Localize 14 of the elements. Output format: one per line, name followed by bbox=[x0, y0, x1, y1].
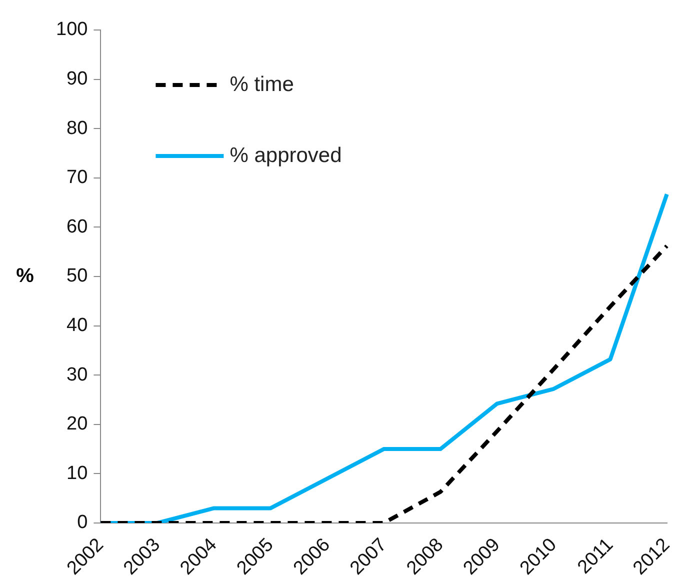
y-tick-label: 30 bbox=[66, 364, 88, 386]
y-tick-label: 60 bbox=[66, 216, 88, 238]
y-axis-title: % bbox=[16, 265, 34, 288]
y-tick-label: 0 bbox=[77, 512, 88, 534]
legend-label: % approved bbox=[230, 144, 342, 167]
y-tick-label: 100 bbox=[56, 19, 88, 40]
y-tick-label: 40 bbox=[66, 315, 88, 336]
y-tick-label: 90 bbox=[66, 68, 88, 90]
y-tick-label: 80 bbox=[66, 118, 88, 139]
legend-label: % time bbox=[230, 72, 294, 96]
y-tick-label: 20 bbox=[66, 414, 88, 435]
y-tick-label: 50 bbox=[66, 266, 88, 287]
y-tick-label: 70 bbox=[66, 167, 88, 188]
y-tick-label: 10 bbox=[66, 462, 88, 484]
